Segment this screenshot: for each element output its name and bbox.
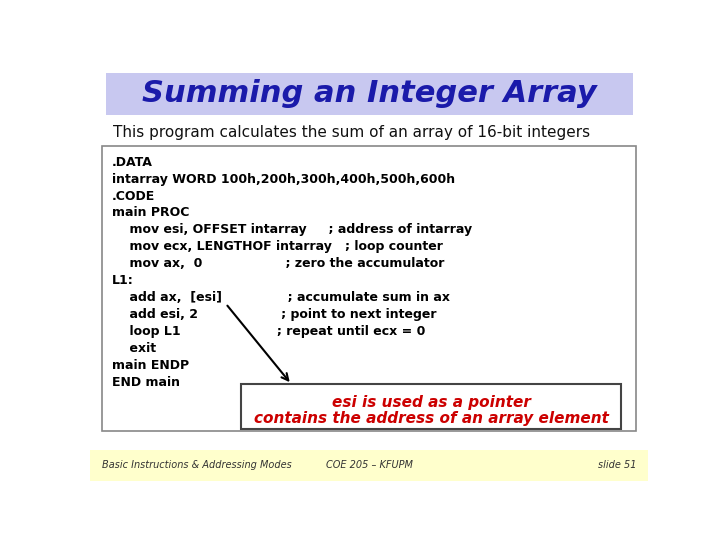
Text: L1:: L1: xyxy=(112,274,133,287)
FancyBboxPatch shape xyxy=(106,72,632,115)
Text: loop L1                      ; repeat until ecx = 0: loop L1 ; repeat until ecx = 0 xyxy=(112,325,425,338)
FancyBboxPatch shape xyxy=(90,450,648,481)
Text: Basic Instructions & Addressing Modes: Basic Instructions & Addressing Modes xyxy=(102,460,292,470)
Text: contains the address of an array element: contains the address of an array element xyxy=(253,410,608,426)
Text: esi is used as a pointer: esi is used as a pointer xyxy=(332,395,531,410)
Text: mov ecx, LENGTHOF intarray   ; loop counter: mov ecx, LENGTHOF intarray ; loop counte… xyxy=(112,240,443,253)
Text: add ax,  [esi]               ; accumulate sum in ax: add ax, [esi] ; accumulate sum in ax xyxy=(112,291,450,304)
Text: Summing an Integer Array: Summing an Integer Array xyxy=(142,79,596,108)
FancyBboxPatch shape xyxy=(102,146,636,430)
Text: intarray WORD 100h,200h,300h,400h,500h,600h: intarray WORD 100h,200h,300h,400h,500h,6… xyxy=(112,173,455,186)
Text: add esi, 2                   ; point to next integer: add esi, 2 ; point to next integer xyxy=(112,308,436,321)
Text: main ENDP: main ENDP xyxy=(112,359,189,372)
Text: exit: exit xyxy=(112,342,156,355)
Text: .CODE: .CODE xyxy=(112,190,155,202)
Text: mov ax,  0                   ; zero the accumulator: mov ax, 0 ; zero the accumulator xyxy=(112,257,444,271)
Text: slide 51: slide 51 xyxy=(598,460,636,470)
Text: END main: END main xyxy=(112,376,180,389)
Text: mov esi, OFFSET intarray     ; address of intarray: mov esi, OFFSET intarray ; address of in… xyxy=(112,224,472,237)
Text: main PROC: main PROC xyxy=(112,206,189,219)
FancyBboxPatch shape xyxy=(241,384,621,429)
Text: .DATA: .DATA xyxy=(112,156,153,168)
Text: This program calculates the sum of an array of 16-bit integers: This program calculates the sum of an ar… xyxy=(113,125,590,140)
Text: COE 205 – KFUPM: COE 205 – KFUPM xyxy=(325,460,413,470)
